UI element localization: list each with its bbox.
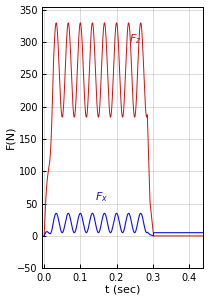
Y-axis label: F(N): F(N) [6, 126, 15, 149]
Text: $F_z$: $F_z$ [129, 32, 142, 46]
Text: $F_x$: $F_x$ [95, 190, 108, 204]
X-axis label: t (sec): t (sec) [105, 284, 141, 294]
